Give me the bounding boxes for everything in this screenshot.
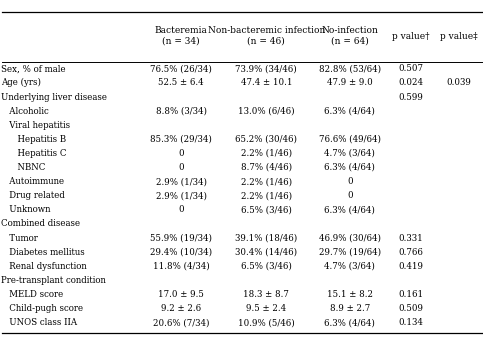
Text: 15.1 ± 8.2: 15.1 ± 8.2 [327, 290, 373, 299]
Text: 8.8% (3/34): 8.8% (3/34) [156, 107, 207, 116]
Text: 0: 0 [347, 191, 353, 200]
Text: Hepatitis C: Hepatitis C [1, 149, 67, 158]
Text: 4.7% (3/64): 4.7% (3/64) [324, 149, 375, 158]
Text: 6.3% (4/64): 6.3% (4/64) [324, 107, 375, 116]
Text: 10.9% (5/46): 10.9% (5/46) [238, 318, 295, 327]
Text: 6.5% (3/46): 6.5% (3/46) [241, 262, 292, 271]
Text: 0.766: 0.766 [398, 248, 423, 257]
Text: 0: 0 [178, 205, 184, 214]
Text: 6.3% (4/64): 6.3% (4/64) [324, 205, 375, 214]
Text: 8.7% (4/46): 8.7% (4/46) [241, 163, 292, 172]
Text: 9.2 ± 2.6: 9.2 ± 2.6 [161, 304, 201, 313]
Text: 18.3 ± 8.7: 18.3 ± 8.7 [243, 290, 289, 299]
Text: 0.161: 0.161 [398, 290, 423, 299]
Text: 8.9 ± 2.7: 8.9 ± 2.7 [329, 304, 370, 313]
Text: p value†: p value† [392, 32, 429, 41]
Text: 65.2% (30/46): 65.2% (30/46) [235, 135, 298, 144]
Text: 0.507: 0.507 [398, 64, 423, 73]
Text: 13.0% (6/46): 13.0% (6/46) [238, 107, 295, 116]
Text: 76.6% (49/64): 76.6% (49/64) [319, 135, 381, 144]
Text: Combined disease: Combined disease [1, 219, 80, 228]
Text: Tumor: Tumor [1, 234, 38, 243]
Text: 0.024: 0.024 [398, 78, 423, 87]
Text: 46.9% (30/64): 46.9% (30/64) [319, 234, 381, 243]
Text: 29.4% (10/34): 29.4% (10/34) [150, 248, 212, 257]
Text: 52.5 ± 6.4: 52.5 ± 6.4 [158, 78, 204, 87]
Text: 9.5 ± 2.4: 9.5 ± 2.4 [246, 304, 286, 313]
Text: 4.7% (3/64): 4.7% (3/64) [324, 262, 375, 271]
Text: 39.1% (18/46): 39.1% (18/46) [235, 234, 298, 243]
Text: Viral hepatitis: Viral hepatitis [1, 121, 70, 130]
Text: 76.5% (26/34): 76.5% (26/34) [150, 64, 212, 73]
Text: 0.039: 0.039 [446, 78, 471, 87]
Text: Child-pugh score: Child-pugh score [1, 304, 83, 313]
Text: 85.3% (29/34): 85.3% (29/34) [150, 135, 212, 144]
Text: 2.2% (1/46): 2.2% (1/46) [241, 191, 292, 200]
Text: Non-bacteremic infection
(n = 46): Non-bacteremic infection (n = 46) [208, 26, 325, 46]
Text: 55.9% (19/34): 55.9% (19/34) [150, 234, 212, 243]
Text: Bacteremia
(n = 34): Bacteremia (n = 34) [155, 26, 208, 46]
Text: 29.7% (19/64): 29.7% (19/64) [319, 248, 381, 257]
Text: 0.509: 0.509 [398, 304, 423, 313]
Text: 0: 0 [347, 177, 353, 186]
Text: 0: 0 [178, 149, 184, 158]
Text: Age (yrs): Age (yrs) [1, 78, 41, 87]
Text: 2.9% (1/34): 2.9% (1/34) [156, 177, 207, 186]
Text: 0: 0 [178, 163, 184, 172]
Text: 82.8% (53/64): 82.8% (53/64) [319, 64, 381, 73]
Text: 73.9% (34/46): 73.9% (34/46) [236, 64, 297, 73]
Text: 2.2% (1/46): 2.2% (1/46) [241, 149, 292, 158]
Text: p value‡: p value‡ [440, 32, 477, 41]
Text: 30.4% (14/46): 30.4% (14/46) [235, 248, 298, 257]
Text: Autoimmune: Autoimmune [1, 177, 64, 186]
Text: Pre-transplant condition: Pre-transplant condition [1, 276, 106, 285]
Text: 47.4 ± 10.1: 47.4 ± 10.1 [241, 78, 292, 87]
Text: Sex, % of male: Sex, % of male [1, 64, 66, 73]
Text: 2.2% (1/46): 2.2% (1/46) [241, 177, 292, 186]
Text: Renal dysfunction: Renal dysfunction [1, 262, 87, 271]
Text: 2.9% (1/34): 2.9% (1/34) [156, 191, 207, 200]
Text: MELD score: MELD score [1, 290, 63, 299]
Text: Underlying liver disease: Underlying liver disease [1, 93, 107, 101]
Text: Drug related: Drug related [1, 191, 65, 200]
Text: 11.8% (4/34): 11.8% (4/34) [153, 262, 210, 271]
Text: Diabetes mellitus: Diabetes mellitus [1, 248, 85, 257]
Text: UNOS class IIA: UNOS class IIA [1, 318, 77, 327]
Text: Hepatitis B: Hepatitis B [1, 135, 66, 144]
Text: 6.3% (4/64): 6.3% (4/64) [324, 163, 375, 172]
Text: 0.599: 0.599 [398, 93, 423, 101]
Text: 17.0 ± 9.5: 17.0 ± 9.5 [158, 290, 204, 299]
Text: 0.134: 0.134 [398, 318, 423, 327]
Text: 0.331: 0.331 [398, 234, 423, 243]
Text: Unknown: Unknown [1, 205, 50, 214]
Text: No-infection
(n = 64): No-infection (n = 64) [321, 26, 378, 46]
Text: 6.5% (3/46): 6.5% (3/46) [241, 205, 292, 214]
Text: 20.6% (7/34): 20.6% (7/34) [153, 318, 209, 327]
Text: 47.9 ± 9.0: 47.9 ± 9.0 [327, 78, 372, 87]
Text: Alcoholic: Alcoholic [1, 107, 49, 116]
Text: NBNC: NBNC [1, 163, 45, 172]
Text: 0.419: 0.419 [398, 262, 423, 271]
Text: 6.3% (4/64): 6.3% (4/64) [324, 318, 375, 327]
